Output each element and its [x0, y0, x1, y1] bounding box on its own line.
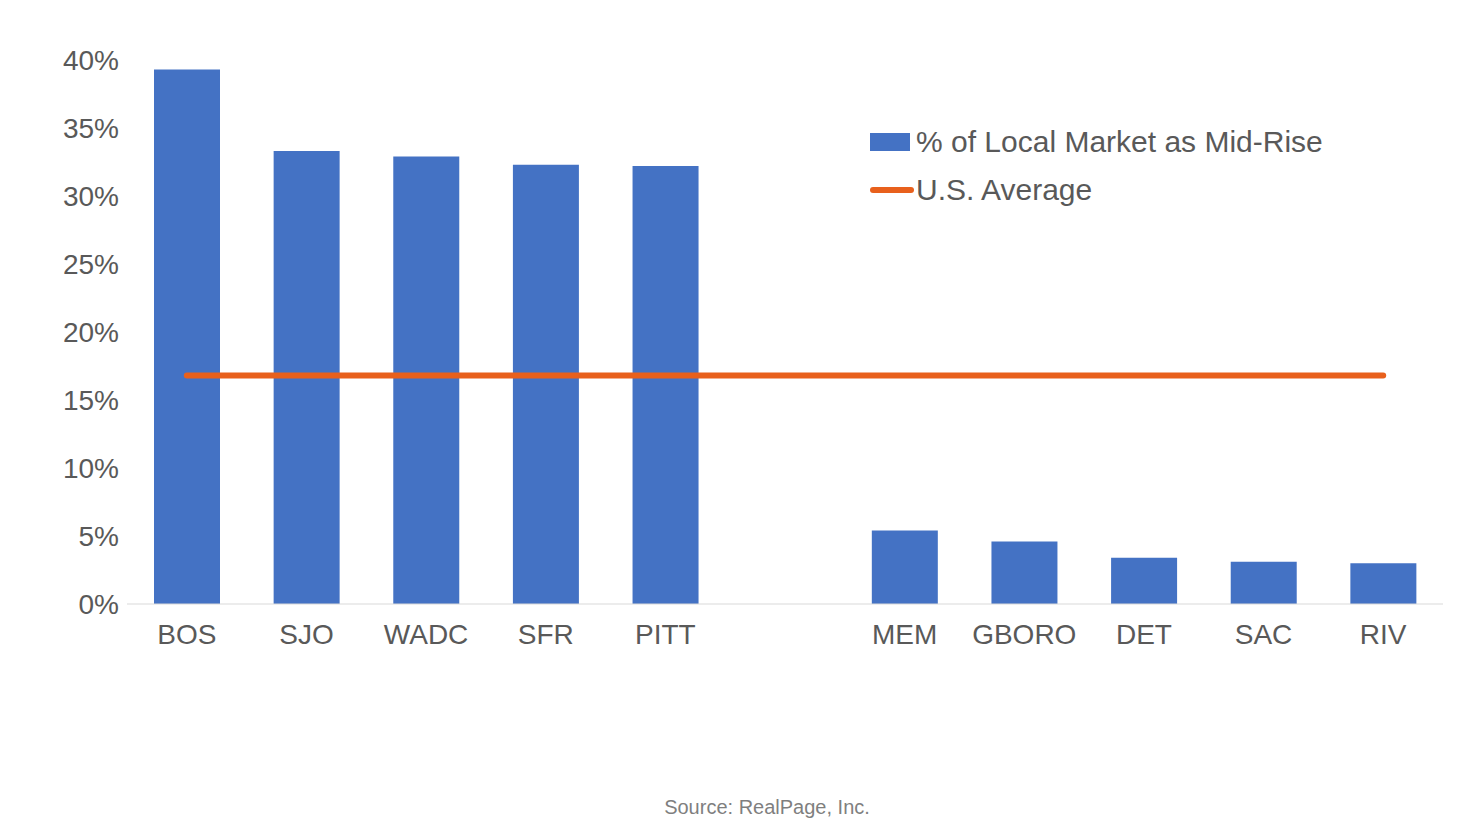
svg-text:SFR: SFR — [518, 619, 574, 650]
svg-text:35%: 35% — [63, 113, 119, 144]
svg-text:RIV: RIV — [1360, 619, 1407, 650]
svg-text:WADC: WADC — [384, 619, 469, 650]
html-text:U.S. Average: U.S. Average — [916, 173, 1093, 206]
svg-text:MEM: MEM — [872, 619, 937, 650]
svg-text:40%: 40% — [63, 45, 119, 76]
svg-text:25%: 25% — [63, 249, 119, 280]
svg-text:SAC: SAC — [1235, 619, 1293, 650]
svg-text:15%: 15% — [63, 385, 119, 416]
svg-text:SJO: SJO — [279, 619, 333, 650]
svg-text:5%: 5% — [79, 521, 119, 552]
svg-text:30%: 30% — [63, 181, 119, 212]
svg-text:0%: 0% — [79, 589, 119, 620]
svg-text:10%: 10% — [63, 453, 119, 484]
html-text:% of Local Market as Mid-Rise: % of Local Market as Mid-Rise — [916, 125, 1323, 158]
svg-text:20%: 20% — [63, 317, 119, 348]
svg-text:BOS: BOS — [157, 619, 216, 650]
svg-text:PITT: PITT — [635, 619, 696, 650]
svg-text:DET: DET — [1116, 619, 1172, 650]
svg-text:GBORO: GBORO — [972, 619, 1076, 650]
html-text:Source: RealPage, Inc.: Source: RealPage, Inc. — [664, 796, 870, 818]
